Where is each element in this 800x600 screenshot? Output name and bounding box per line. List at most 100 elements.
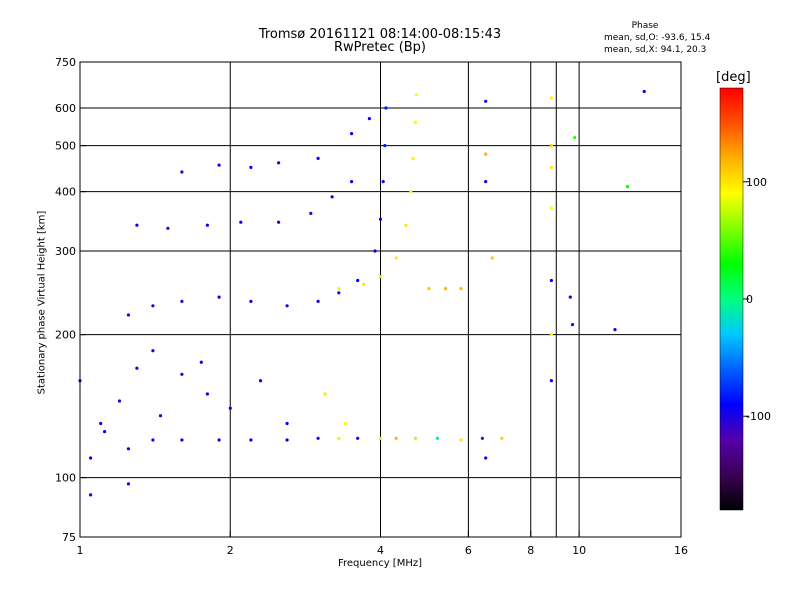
x-tick-label: 4	[377, 544, 384, 557]
data-point	[384, 106, 388, 110]
data-point	[99, 421, 103, 426]
data-point	[373, 249, 377, 253]
data-point	[199, 360, 203, 364]
data-point	[573, 136, 577, 140]
data-point	[343, 421, 347, 426]
data-point	[135, 366, 139, 370]
data-point	[205, 223, 209, 227]
y-tick-label: 200	[55, 329, 76, 342]
data-point	[549, 96, 554, 100]
data-point	[180, 170, 184, 174]
data-point	[500, 436, 504, 440]
data-point	[126, 482, 130, 486]
x-tick-label: 16	[674, 544, 688, 557]
data-point	[381, 180, 385, 184]
stats-o-mode: mean, sd,O: -93.6, 15.4	[604, 33, 711, 43]
data-point	[166, 226, 170, 230]
data-point	[427, 287, 431, 291]
data-point	[549, 379, 554, 383]
scatter-points	[78, 89, 646, 497]
chart-title: Tromsø 20161121 08:14:00-08:15:43	[258, 27, 502, 42]
data-point	[337, 291, 341, 295]
y-tick-label: 600	[55, 102, 76, 115]
data-point	[285, 438, 289, 442]
data-point	[414, 93, 418, 97]
data-point	[89, 456, 93, 460]
data-point	[356, 278, 360, 283]
data-point	[205, 392, 209, 396]
data-point	[258, 379, 263, 383]
colorbar	[719, 87, 744, 511]
data-point	[117, 399, 122, 403]
data-point	[180, 299, 184, 303]
data-point	[135, 223, 139, 227]
x-tick-label: 10	[572, 544, 586, 557]
data-point	[394, 256, 398, 260]
data-point	[126, 447, 130, 451]
data-point	[350, 132, 354, 136]
data-point	[459, 438, 463, 442]
data-point	[549, 144, 554, 148]
data-point	[337, 436, 341, 440]
data-point	[549, 278, 554, 283]
data-point	[409, 190, 413, 194]
data-point	[435, 436, 439, 440]
stats-x-mode: mean, sd,X: 94.1, 20.3	[604, 45, 707, 55]
data-point	[277, 220, 281, 224]
data-point	[337, 287, 341, 291]
chart-subtitle: RwPretec (Bp)	[333, 40, 427, 55]
stats-heading: Phase	[631, 21, 659, 31]
data-point	[444, 287, 448, 291]
data-point	[316, 156, 320, 160]
data-point	[217, 163, 221, 167]
data-point	[249, 165, 253, 169]
data-point	[490, 256, 494, 260]
data-point	[411, 156, 415, 160]
data-point	[249, 299, 253, 303]
colorbar-ticks: -100 0 100	[743, 176, 771, 423]
data-point	[413, 120, 418, 124]
data-point	[228, 406, 232, 410]
data-point	[89, 493, 93, 497]
x-axis-label: Frequency [MHz]	[337, 558, 423, 569]
data-point	[356, 436, 360, 440]
data-point	[459, 287, 463, 291]
y-tick-label: 300	[55, 245, 76, 258]
data-point	[316, 436, 320, 440]
data-point	[217, 438, 221, 442]
data-point	[151, 304, 155, 308]
data-point	[383, 144, 387, 148]
data-point	[285, 304, 289, 308]
data-point	[309, 211, 313, 215]
x-tick-label: 8	[527, 544, 534, 557]
y-tick-label: 75	[62, 531, 76, 544]
data-point	[277, 161, 281, 165]
data-point	[484, 152, 488, 156]
data-point	[180, 372, 184, 376]
x-axis-ticks: 1 2 4 6 8 10 16	[77, 531, 688, 557]
y-tick-label: 500	[55, 140, 76, 153]
data-point	[239, 220, 243, 224]
data-point	[484, 456, 488, 460]
x-tick-label: 1	[77, 544, 84, 557]
data-point	[323, 392, 327, 396]
data-point	[151, 349, 155, 353]
data-point	[316, 299, 320, 303]
y-tick-label: 750	[55, 56, 76, 69]
y-axis-ticks: 75 100 200 300 400 500 600 750	[55, 56, 86, 544]
data-point	[484, 99, 488, 103]
data-point	[151, 438, 155, 442]
data-point	[570, 323, 575, 327]
data-point	[378, 436, 383, 440]
y-tick-label: 400	[55, 186, 76, 199]
colorbar-tick-label: 0	[746, 293, 753, 306]
data-point	[394, 436, 398, 440]
data-point	[642, 89, 646, 94]
data-point	[549, 206, 554, 210]
data-point	[285, 421, 289, 426]
data-point	[625, 185, 630, 189]
data-point	[350, 180, 354, 184]
x-tick-label: 2	[227, 544, 234, 557]
data-point	[378, 275, 383, 279]
